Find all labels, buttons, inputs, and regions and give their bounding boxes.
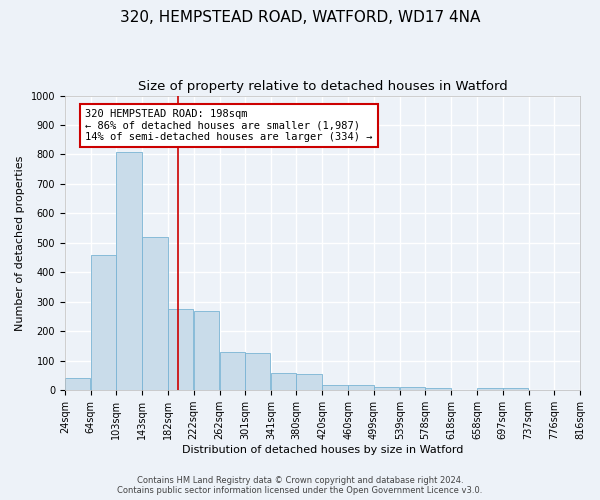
Bar [220, 352, 245, 390]
Bar [477, 388, 503, 390]
Bar [425, 388, 451, 390]
Bar [400, 388, 425, 390]
Text: Contains HM Land Registry data © Crown copyright and database right 2024.
Contai: Contains HM Land Registry data © Crown c… [118, 476, 482, 495]
Bar [142, 237, 167, 390]
Bar [349, 385, 374, 390]
Bar [322, 385, 348, 390]
X-axis label: Distribution of detached houses by size in Watford: Distribution of detached houses by size … [182, 445, 463, 455]
Text: 320, HEMPSTEAD ROAD, WATFORD, WD17 4NA: 320, HEMPSTEAD ROAD, WATFORD, WD17 4NA [120, 10, 480, 25]
Bar [194, 310, 219, 390]
Y-axis label: Number of detached properties: Number of detached properties [15, 155, 25, 330]
Bar [503, 388, 528, 390]
Text: 320 HEMPSTEAD ROAD: 198sqm
← 86% of detached houses are smaller (1,987)
14% of s: 320 HEMPSTEAD ROAD: 198sqm ← 86% of deta… [85, 109, 373, 142]
Title: Size of property relative to detached houses in Watford: Size of property relative to detached ho… [137, 80, 507, 93]
Bar [271, 373, 296, 390]
Bar [296, 374, 322, 390]
Bar [374, 388, 399, 390]
Bar [167, 309, 193, 390]
Bar [65, 378, 90, 390]
Bar [116, 152, 142, 390]
Bar [245, 354, 271, 390]
Bar [91, 254, 116, 390]
